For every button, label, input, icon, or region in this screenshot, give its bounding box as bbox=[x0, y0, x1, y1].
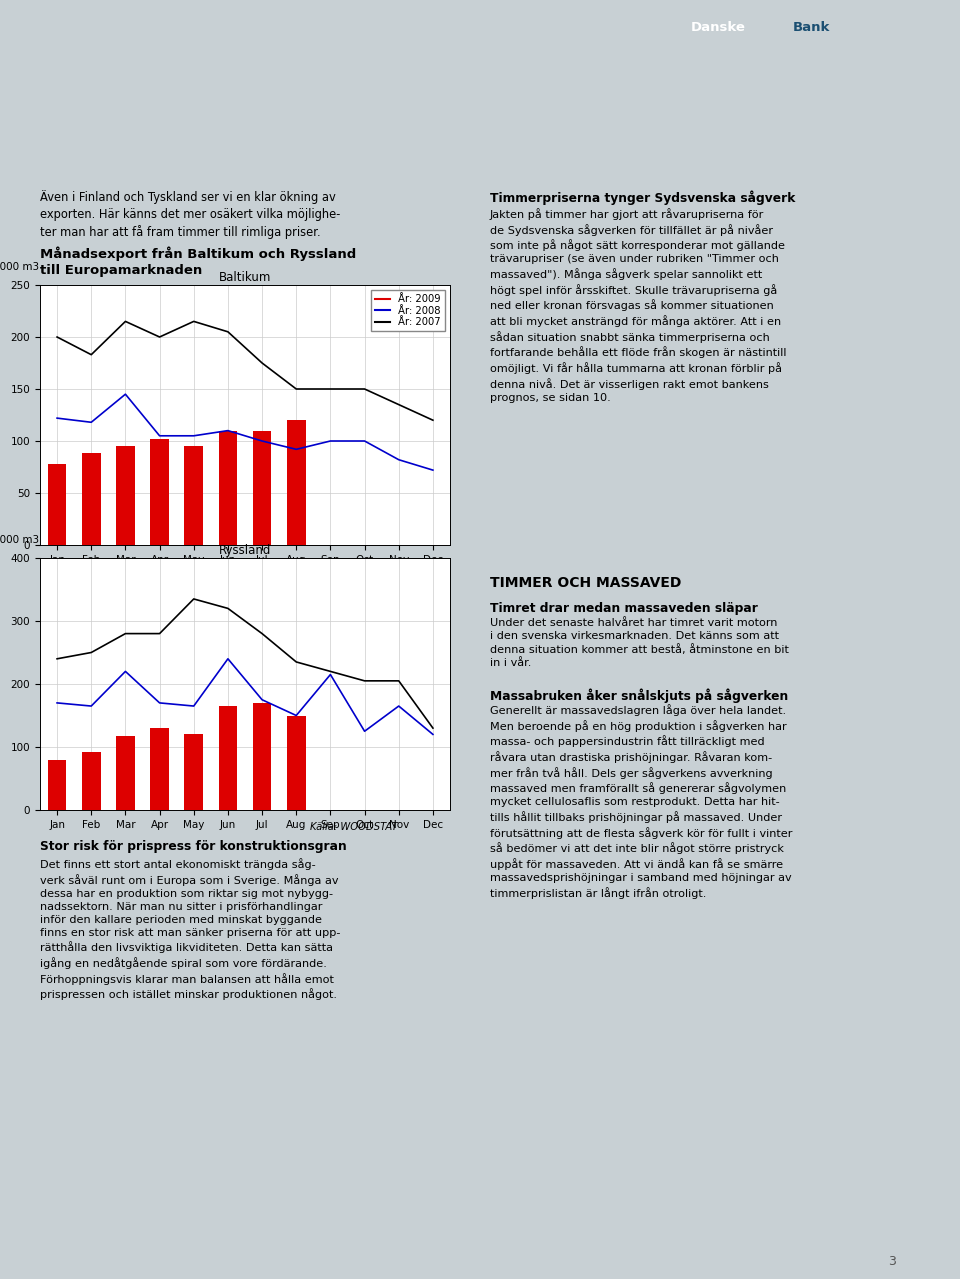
Text: Generellt är massavedslagren låga över hela landet.
Men beroende på en hög produ: Generellt är massavedslagren låga över h… bbox=[490, 703, 792, 899]
Bar bbox=[184, 446, 204, 545]
Text: Timmerpriserna tynger Sydsvenska sågverk: Timmerpriserna tynger Sydsvenska sågverk bbox=[490, 191, 796, 205]
Text: 1000 m3: 1000 m3 bbox=[0, 262, 39, 272]
Title: Ryssland: Ryssland bbox=[219, 544, 271, 556]
Bar bbox=[82, 454, 101, 545]
Text: Månadsexport från Baltikum och Ryssland: Månadsexport från Baltikum och Ryssland bbox=[40, 246, 356, 261]
Text: Massabruken åker snålskjuts på sågverken: Massabruken åker snålskjuts på sågverken bbox=[490, 688, 788, 702]
Bar bbox=[184, 734, 204, 810]
Title: Baltikum: Baltikum bbox=[219, 271, 271, 284]
Bar bbox=[252, 431, 272, 545]
Bar bbox=[287, 421, 305, 545]
Bar bbox=[252, 703, 272, 810]
Text: Källa: WOODSTAT: Källa: WOODSTAT bbox=[310, 822, 397, 833]
Text: Timret drar medan massaveden släpar: Timret drar medan massaveden släpar bbox=[490, 602, 757, 615]
Bar bbox=[48, 464, 66, 545]
Bar bbox=[82, 752, 101, 810]
Bar bbox=[219, 431, 237, 545]
Bar bbox=[150, 439, 169, 545]
Bar bbox=[287, 715, 305, 810]
Text: TIMMER OCH MASSAVED: TIMMER OCH MASSAVED bbox=[490, 576, 682, 590]
Text: 3: 3 bbox=[888, 1255, 896, 1267]
Text: till Europamarknaden: till Europamarknaden bbox=[40, 263, 203, 278]
Text: Det finns ett stort antal ekonomiskt trängda såg-
verk såväl runt om i Europa so: Det finns ett stort antal ekonomiskt trä… bbox=[40, 858, 341, 1000]
Bar bbox=[150, 728, 169, 810]
Bar bbox=[116, 446, 134, 545]
Text: Under det senaste halvåret har timret varit motorn
i den svenska virkesmarknaden: Under det senaste halvåret har timret va… bbox=[490, 618, 789, 669]
Bar bbox=[116, 735, 134, 810]
Text: 1000 m3: 1000 m3 bbox=[0, 536, 39, 545]
Bar bbox=[219, 706, 237, 810]
Text: Stor risk för prispress för konstruktionsgran: Stor risk för prispress för konstruktion… bbox=[40, 840, 347, 853]
Text: Jakten på timmer har gjort att råvarupriserna för
de Sydsvenska sågverken för ti: Jakten på timmer har gjort att råvarupri… bbox=[490, 208, 786, 403]
Text: Bank: Bank bbox=[792, 20, 829, 35]
Text: Danske: Danske bbox=[691, 20, 746, 35]
Legend: År: 2009, År: 2008, År: 2007: År: 2009, År: 2008, År: 2007 bbox=[372, 290, 445, 331]
Text: Även i Finland och Tyskland ser vi en klar ökning av
exporten. Här känns det mer: Även i Finland och Tyskland ser vi en kl… bbox=[40, 191, 341, 239]
Bar bbox=[48, 760, 66, 810]
